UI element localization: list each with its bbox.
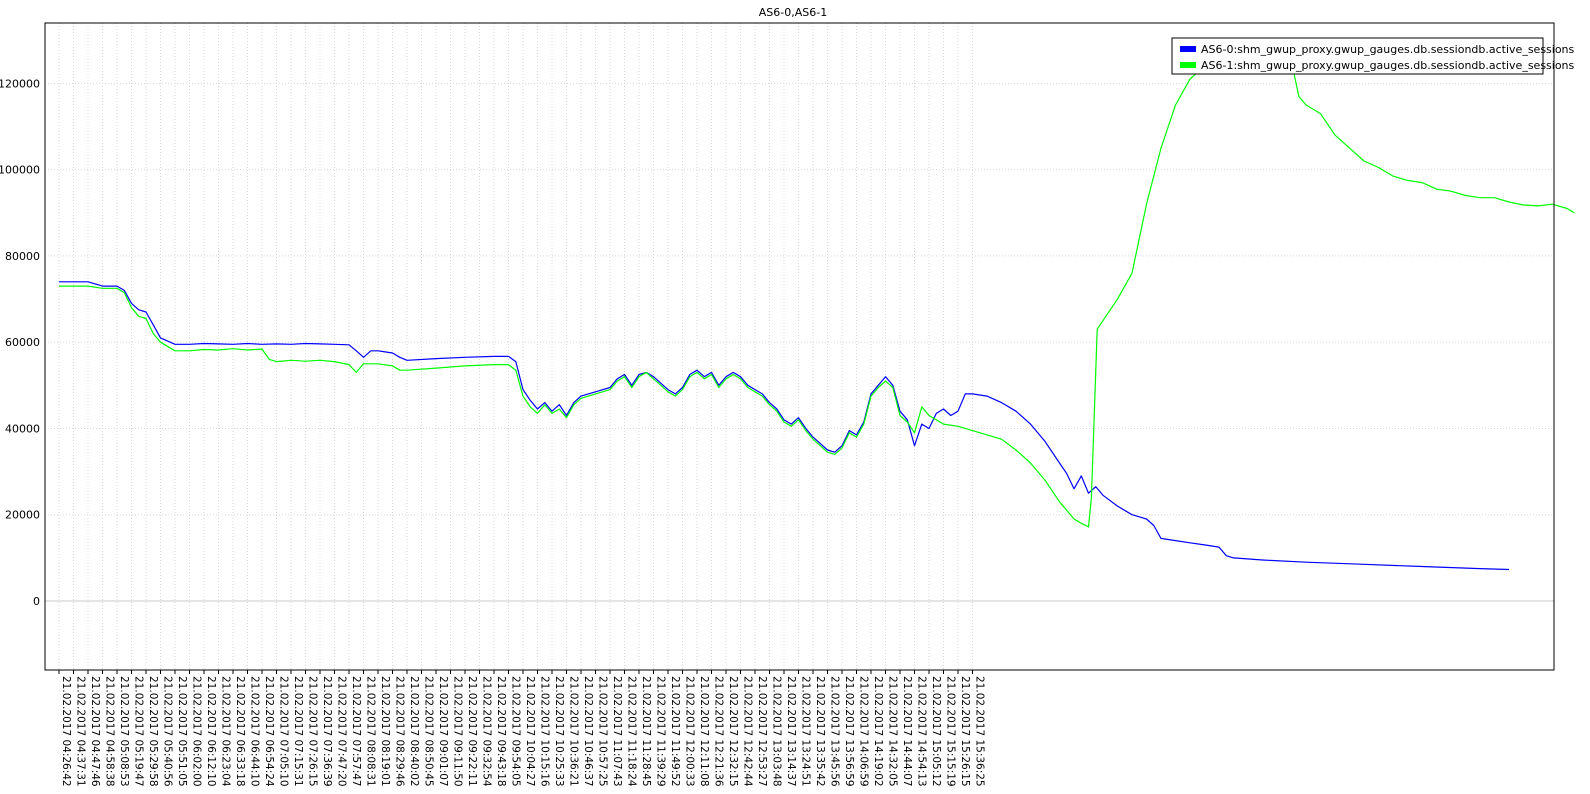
x-tick-label: 21.02.2017 12:32:15	[727, 676, 739, 787]
x-tick-label: 21.02.2017 07:26:15	[307, 676, 319, 787]
x-tick-label: 21.02.2017 12:42:44	[742, 676, 754, 787]
x-tick-label: 21.02.2017 14:32:05	[887, 676, 899, 787]
legend-box	[1171, 37, 1544, 75]
x-tick-label: 21.02.2017 14:44:07	[901, 676, 913, 787]
x-tick-label: 21.02.2017 06:12:10	[205, 676, 217, 787]
x-tick-label: 21.02.2017 06:33:18	[234, 676, 246, 787]
x-tick-label: 21.02.2017 15:15:19	[945, 676, 957, 787]
x-tick-label: 21.02.2017 14:06:59	[858, 676, 870, 787]
x-tick-label: 21.02.2017 12:53:27	[756, 676, 768, 787]
y-tick-label: 120000	[0, 77, 40, 90]
legend-label-as6-1: AS6-1:shm_gwup_proxy.gwup_gauges.db.sess…	[1201, 59, 1575, 72]
x-tick-label: 21.02.2017 09:22:11	[466, 676, 478, 787]
x-tick-label: 21.02.2017 15:26:15	[959, 676, 971, 787]
series-line-as6-1	[59, 41, 1575, 528]
x-tick-label: 21.02.2017 08:19:01	[379, 676, 391, 787]
x-tick-label: 21.02.2017 04:58:38	[104, 676, 116, 787]
x-tick-label: 21.02.2017 07:36:39	[321, 676, 333, 787]
x-tick-label: 21.02.2017 15:05:12	[930, 676, 942, 787]
legend-label-as6-0: AS6-0:shm_gwup_proxy.gwup_gauges.db.sess…	[1201, 43, 1575, 56]
x-tick-label: 21.02.2017 08:40:02	[408, 676, 420, 787]
x-tick-label: 21.02.2017 12:11:08	[698, 676, 710, 787]
x-tick-label: 21.02.2017 08:29:46	[394, 676, 406, 787]
x-tick-label: 21.02.2017 09:54:05	[510, 676, 522, 787]
x-tick-label: 21.02.2017 13:14:37	[785, 676, 797, 787]
x-tick-label: 21.02.2017 08:50:45	[423, 676, 435, 787]
x-tick-label: 21.02.2017 04:26:42	[60, 676, 72, 787]
x-tick-label: 21.02.2017 10:15:16	[539, 676, 551, 787]
x-tick-label: 21.02.2017 11:39:29	[655, 676, 667, 787]
x-tick-label: 21.02.2017 10:36:21	[568, 676, 580, 787]
x-tick-label: 21.02.2017 06:44:10	[249, 676, 261, 787]
legend-swatch-as6-0	[1180, 46, 1196, 52]
y-axis: 0 20000 40000 60000 80000 100000 120000	[0, 77, 40, 608]
x-tick-label: 21.02.2017 07:05:10	[278, 676, 290, 787]
x-tick-label: 21.02.2017 13:24:51	[800, 676, 812, 787]
x-tick-label: 21.02.2017 12:00:33	[684, 676, 696, 787]
x-tick-label: 21.02.2017 11:07:43	[611, 676, 623, 787]
x-tick-label: 21.02.2017 13:45:56	[829, 676, 841, 787]
x-tick-label: 21.02.2017 13:56:59	[843, 676, 855, 787]
x-tick-label: 21.02.2017 14:54:13	[916, 676, 928, 787]
x-tick-label: 21.02.2017 09:11:50	[452, 676, 464, 787]
x-tick-label: 21.02.2017 07:15:31	[292, 676, 304, 787]
x-tick-label: 21.02.2017 15:36:25	[974, 676, 986, 787]
x-tick-label: 21.02.2017 06:02:00	[191, 676, 203, 787]
x-axis: 21.02.2017 04:26:42 21.02.2017 04:37:31 21…	[58, 670, 986, 787]
x-tick-label: 21.02.2017 11:18:24	[626, 676, 638, 787]
x-tick-label: 21.02.2017 10:46:37	[582, 676, 594, 787]
legend: AS6-0:shm_gwup_proxy.gwup_gauges.db.sess…	[1171, 37, 1575, 75]
x-tick-label: 21.02.2017 10:25:33	[553, 676, 565, 787]
x-tick-label: 21.02.2017 07:47:20	[336, 676, 348, 787]
series-line-as6-0	[59, 281, 1510, 571]
y-tick-label: 80000	[5, 250, 40, 263]
x-tick-label: 21.02.2017 09:01:07	[437, 676, 449, 787]
x-tick-label: 21.02.2017 04:47:46	[89, 676, 101, 787]
y-tick-label: 20000	[5, 509, 40, 522]
series-lines	[59, 41, 1575, 571]
x-tick-label: 21.02.2017 05:40:56	[162, 676, 174, 787]
grid	[45, 23, 1554, 670]
x-tick-label: 21.02.2017 10:57:25	[597, 676, 609, 787]
x-tick-label: 21.02.2017 11:28:45	[640, 676, 652, 787]
y-tick-label: 100000	[0, 164, 40, 177]
x-tick-label: 21.02.2017 10:04:27	[524, 676, 536, 787]
legend-swatch-as6-1	[1180, 62, 1196, 68]
x-tick-label: 21.02.2017 12:21:36	[713, 676, 725, 787]
x-tick-label: 21.02.2017 05:08:53	[118, 676, 130, 787]
x-tick-label: 21.02.2017 13:03:48	[771, 676, 783, 787]
x-tick-label: 21.02.2017 06:54:24	[263, 676, 275, 787]
x-tick-label: 21.02.2017 09:43:18	[495, 676, 507, 787]
x-tick-label: 21.02.2017 07:57:47	[350, 676, 362, 787]
plot-area-frame	[44, 22, 1555, 671]
y-tick-label: 0	[33, 595, 40, 608]
x-tick-label: 21.02.2017 06:23:04	[220, 676, 232, 787]
x-tick-label: 21.02.2017 11:49:52	[669, 676, 681, 787]
x-tick-label: 21.02.2017 09:32:54	[481, 676, 493, 787]
y-tick-label: 60000	[5, 336, 40, 349]
x-tick-label: 21.02.2017 05:29:58	[147, 676, 159, 787]
x-tick-label: 21.02.2017 05:51:05	[176, 676, 188, 787]
x-tick-label: 21.02.2017 05:19:47	[133, 676, 145, 787]
x-tick-label: 21.02.2017 04:37:31	[75, 676, 87, 787]
y-tick-label: 40000	[5, 422, 40, 435]
x-tick-label: 21.02.2017 13:35:42	[814, 676, 826, 787]
x-tick-label: 21.02.2017 08:08:31	[365, 676, 377, 787]
x-tick-label: 21.02.2017 14:19:02	[872, 676, 884, 787]
chart-title: AS6-0,AS6-1	[759, 6, 827, 19]
